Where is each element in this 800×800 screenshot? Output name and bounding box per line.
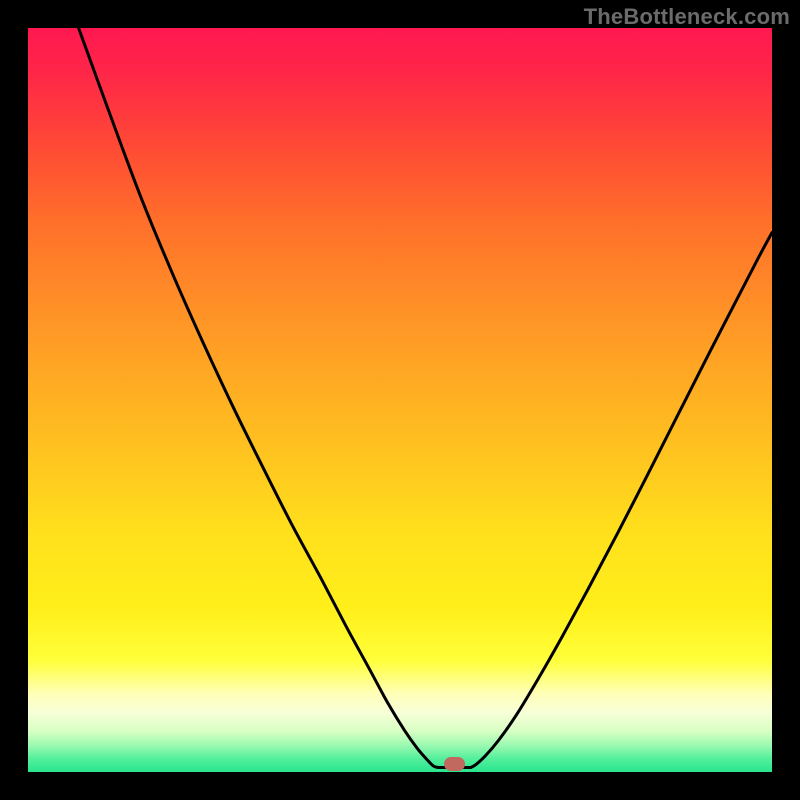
plot-svg [28,28,772,772]
optimum-marker [444,757,465,770]
attribution-text: TheBottleneck.com [584,4,790,30]
gradient-background [28,28,772,772]
plot-area [28,28,772,772]
chart-frame: TheBottleneck.com [0,0,800,800]
